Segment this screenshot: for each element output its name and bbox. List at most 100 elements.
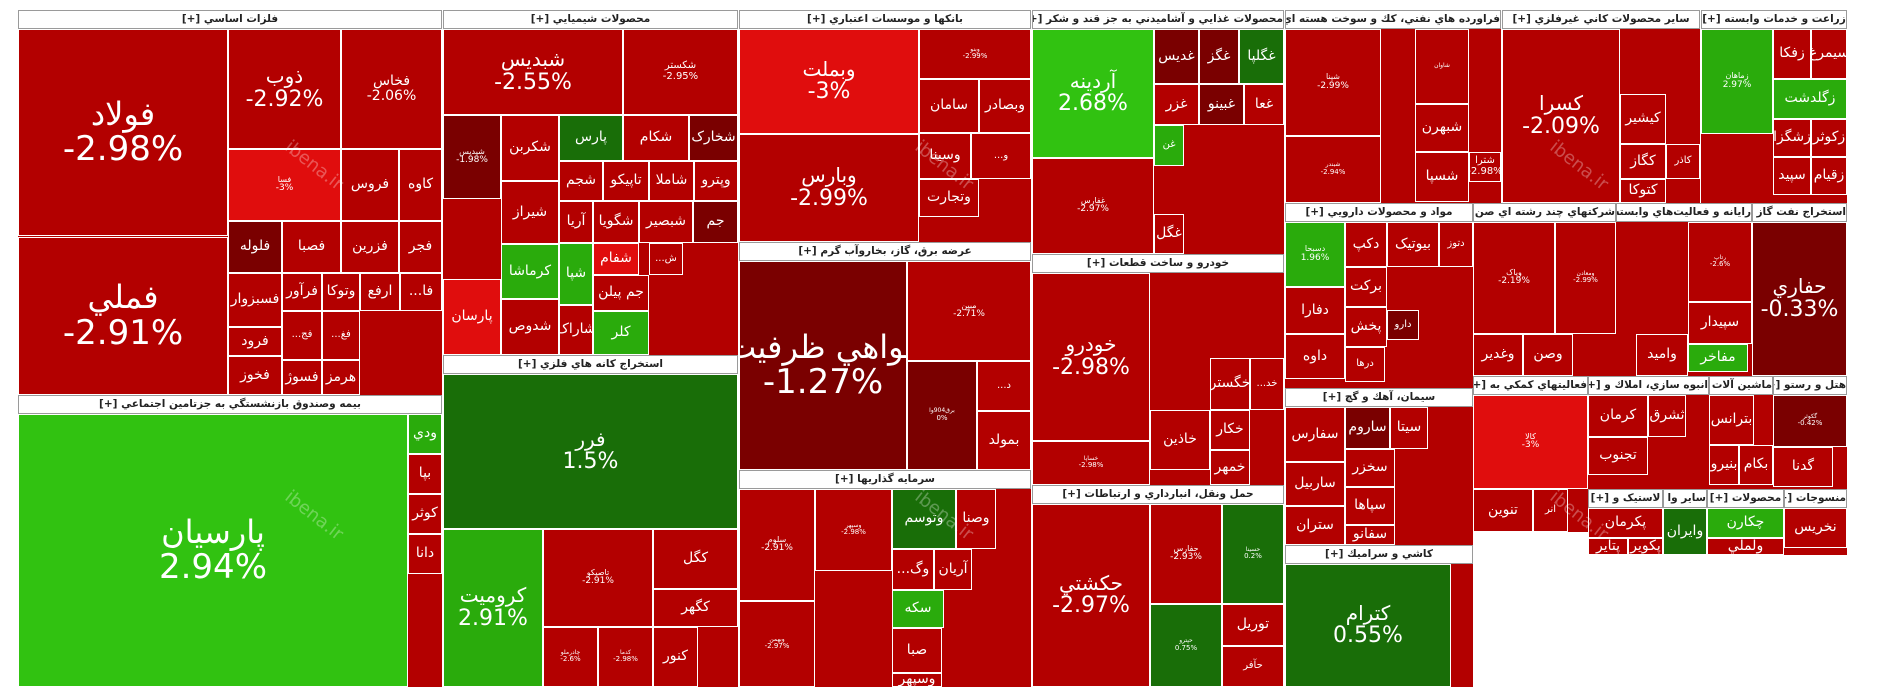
- stock-tile[interactable]: وبصادر: [979, 79, 1031, 133]
- stock-tile[interactable]: بپا: [408, 454, 442, 494]
- stock-tile[interactable]: حکشتي -2.97%: [1032, 504, 1150, 687]
- stock-tile[interactable]: فسبزوار: [228, 273, 282, 327]
- stock-tile[interactable]: وپترو: [694, 161, 738, 201]
- stock-tile[interactable]: تجنوب: [1588, 437, 1648, 475]
- sector-header[interactable]: فعاليتهاي کمکي به [+]: [1473, 376, 1588, 395]
- stock-tile[interactable]: سيمرغ: [1811, 29, 1847, 79]
- stock-tile[interactable]: کگاز: [1620, 144, 1666, 179]
- stock-tile[interactable]: نخريس: [1784, 508, 1847, 548]
- stock-tile[interactable]: مبين -2.71%: [907, 261, 1031, 361]
- stock-tile[interactable]: کنور: [653, 627, 698, 687]
- stock-tile[interactable]: خاذين: [1150, 410, 1210, 470]
- stock-tile[interactable]: شبصير: [639, 201, 693, 243]
- stock-tile[interactable]: سلوم -2.91%: [739, 489, 815, 601]
- stock-tile[interactable]: رتاپ -2.6%: [1688, 222, 1752, 302]
- stock-tile[interactable]: سامان: [919, 79, 979, 133]
- stock-tile[interactable]: سپاها: [1345, 487, 1395, 525]
- sector-header[interactable]: سيمان، آهك و گچ [+]: [1285, 388, 1473, 407]
- stock-tile[interactable]: بترانس: [1709, 395, 1754, 445]
- stock-tile[interactable]: شاوان: [1415, 29, 1469, 104]
- stock-tile[interactable]: فجر: [399, 221, 442, 273]
- stock-tile[interactable]: خمهر: [1210, 450, 1250, 485]
- stock-tile[interactable]: حفاري -0.33%: [1752, 222, 1847, 376]
- stock-tile[interactable]: بنيرو: [1709, 445, 1739, 485]
- stock-tile[interactable]: زماهان 2.97%: [1701, 29, 1773, 134]
- stock-tile[interactable]: غديس: [1154, 29, 1199, 84]
- stock-tile[interactable]: برکت: [1345, 267, 1387, 307]
- stock-tile[interactable]: پخش: [1345, 307, 1387, 347]
- stock-tile[interactable]: شپديس -1.98%: [443, 115, 501, 199]
- stock-tile[interactable]: وتوکا: [322, 273, 360, 311]
- stock-tile[interactable]: فخاس -2.06%: [341, 29, 442, 149]
- stock-tile[interactable]: شگويا: [593, 201, 639, 243]
- stock-tile[interactable]: کگل: [653, 529, 738, 589]
- stock-tile[interactable]: کروميت 2.91%: [443, 529, 543, 687]
- stock-tile[interactable]: بکام: [1739, 445, 1773, 485]
- sector-header[interactable]: خودرو و ساخت قطعات [+]: [1032, 254, 1284, 273]
- stock-tile[interactable]: پتاير: [1588, 538, 1628, 555]
- stock-tile[interactable]: و...: [971, 133, 1031, 179]
- stock-tile[interactable]: فا...: [400, 273, 442, 311]
- stock-tile[interactable]: فغ...: [322, 311, 360, 360]
- stock-tile[interactable]: فولاد -2.98%: [18, 29, 228, 236]
- stock-tile[interactable]: وتجارت: [919, 179, 979, 217]
- stock-tile[interactable]: گکوثر -0.42%: [1773, 395, 1847, 447]
- sector-header[interactable]: بيمه وصندوق بازنشستگي به جزتامين اجتماعي…: [18, 395, 442, 414]
- stock-tile[interactable]: ارفع: [360, 273, 400, 311]
- stock-tile[interactable]: سخزر: [1345, 449, 1395, 487]
- stock-tile[interactable]: زکوثر: [1811, 119, 1847, 157]
- stock-tile[interactable]: صبا: [892, 628, 942, 673]
- stock-tile[interactable]: سفارس: [1285, 407, 1345, 462]
- stock-tile[interactable]: شکربن: [501, 115, 559, 181]
- stock-tile[interactable]: چکارن: [1707, 508, 1784, 538]
- stock-tile[interactable]: کدما -2.98%: [598, 627, 653, 687]
- stock-tile[interactable]: غفارس -2.97%: [1032, 158, 1154, 254]
- sector-header[interactable]: منسوجات [+]: [1784, 489, 1847, 508]
- stock-tile[interactable]: وبنو -2.99%: [919, 29, 1031, 79]
- stock-tile[interactable]: کيشير: [1620, 94, 1666, 144]
- stock-tile[interactable]: وامید: [1636, 334, 1688, 376]
- stock-tile[interactable]: وبهمن -2.97%: [739, 601, 815, 687]
- stock-tile[interactable]: کتوکا: [1620, 179, 1666, 203]
- stock-tile[interactable]: شترا -2.98%: [1469, 152, 1501, 182]
- stock-tile[interactable]: آريا: [559, 201, 593, 243]
- stock-tile[interactable]: ثشرق: [1648, 395, 1686, 437]
- sector-header[interactable]: ماشين آلات [+]: [1709, 376, 1773, 395]
- stock-tile[interactable]: گواهي ظرفيت-1.27%: [739, 261, 907, 470]
- stock-tile[interactable]: کسرا -2.09%: [1502, 29, 1620, 203]
- stock-tile[interactable]: کرماشا: [501, 244, 559, 299]
- stock-tile[interactable]: فصبا: [282, 221, 341, 273]
- stock-tile[interactable]: هرمز: [322, 360, 360, 395]
- sector-header[interactable]: محصولات [+]: [1707, 489, 1784, 508]
- stock-tile[interactable]: زقيام: [1811, 157, 1847, 195]
- stock-tile[interactable]: کاذر: [1666, 144, 1700, 179]
- stock-tile[interactable]: وايران: [1663, 508, 1707, 555]
- sector-header[interactable]: زراعت و خدمات وابسته [+]: [1701, 10, 1847, 29]
- stock-tile[interactable]: تاصيکو -2.91%: [543, 529, 653, 627]
- stock-tile[interactable]: جم: [693, 201, 738, 243]
- stock-tile[interactable]: شپا: [559, 243, 593, 305]
- stock-tile[interactable]: کگهر: [653, 589, 738, 627]
- stock-tile[interactable]: آريان: [934, 549, 972, 590]
- stock-tile[interactable]: ولملي: [1707, 538, 1784, 555]
- stock-tile[interactable]: شبندر -2.94%: [1285, 136, 1381, 203]
- stock-tile[interactable]: فج...: [282, 311, 322, 360]
- stock-tile[interactable]: دکپ: [1345, 222, 1387, 267]
- sector-header[interactable]: رايانه و فعاليت‌هاي وابسته [+]: [1616, 203, 1752, 222]
- stock-tile[interactable]: د...: [977, 361, 1031, 411]
- stock-tile[interactable]: وصن: [1523, 334, 1573, 376]
- stock-tile[interactable]: پکوير: [1628, 538, 1663, 555]
- sector-header[interactable]: محصولات شيميايي [+]: [443, 10, 738, 29]
- stock-tile[interactable]: شپنا -2.99%: [1285, 29, 1381, 136]
- stock-tile[interactable]: غبينو: [1199, 84, 1244, 125]
- stock-tile[interactable]: بيوتيک: [1387, 222, 1439, 267]
- stock-tile[interactable]: مفاخر: [1688, 344, 1748, 372]
- stock-tile[interactable]: فسا -3%: [228, 149, 341, 221]
- stock-tile[interactable]: سفانو: [1345, 525, 1395, 545]
- stock-tile[interactable]: حآفر: [1222, 646, 1284, 687]
- stock-tile[interactable]: ستران: [1285, 506, 1345, 545]
- stock-tile[interactable]: فرود: [228, 327, 282, 356]
- sector-header[interactable]: حمل ونقل، انبارداري و ارتباطات [+]: [1032, 485, 1284, 504]
- sector-header[interactable]: شرکتهاي چند رشته اي صن [+]: [1473, 203, 1616, 222]
- stock-tile[interactable]: کلر: [593, 311, 649, 355]
